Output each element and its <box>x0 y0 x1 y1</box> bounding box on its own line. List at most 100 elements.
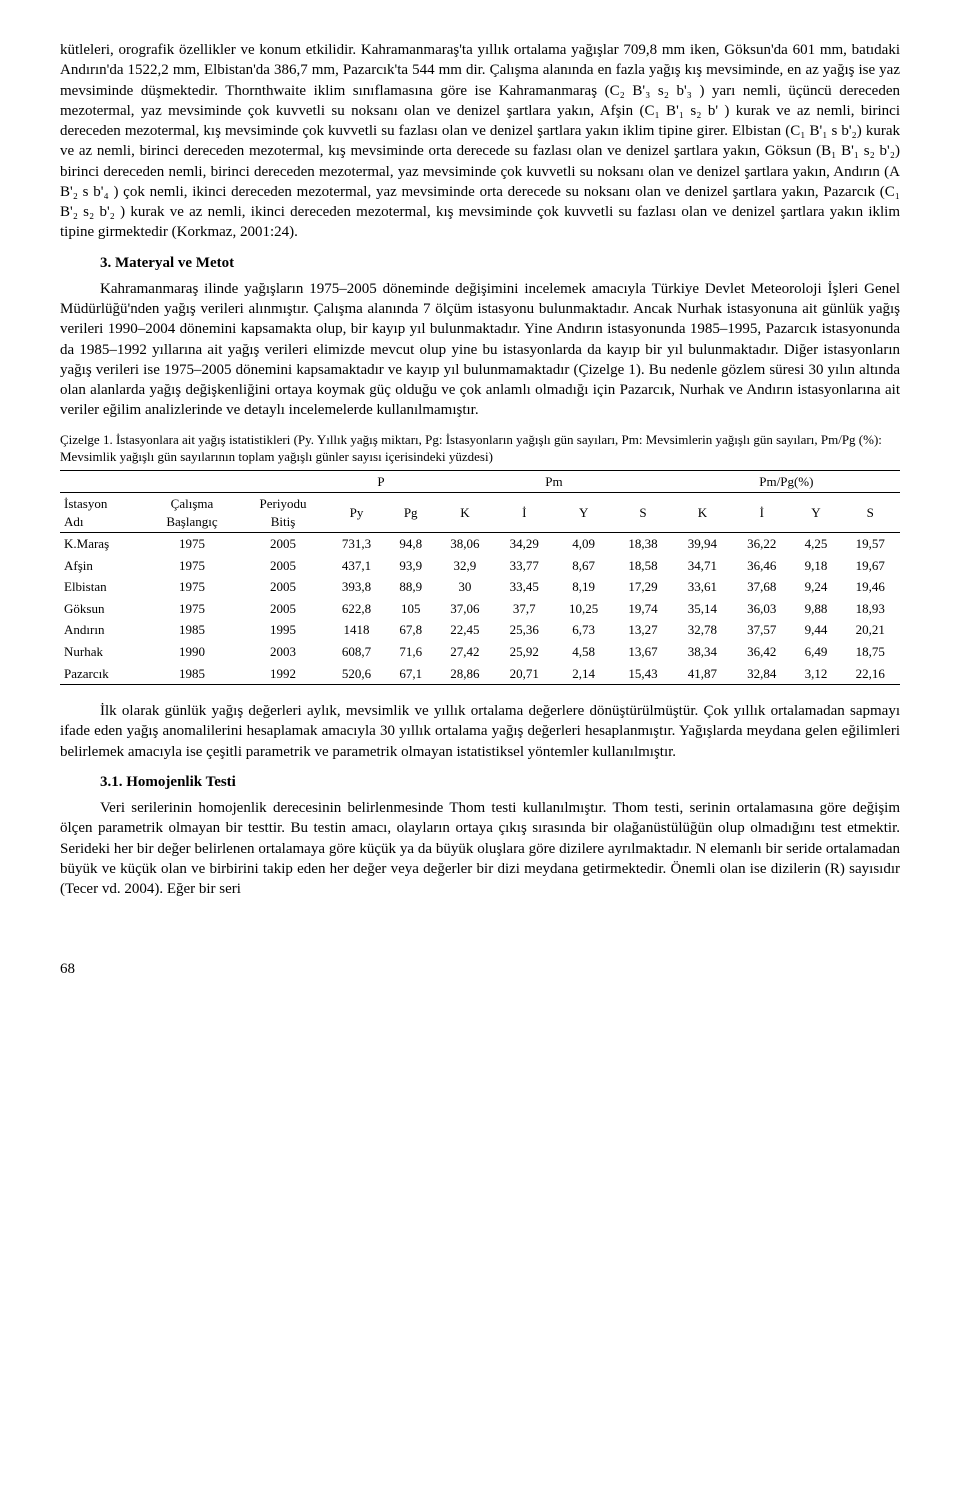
col-periyodu: Periyodu Bitiş <box>239 493 327 533</box>
section-3-title: 3. Materyal ve Metot <box>60 253 900 273</box>
col-calisma: Çalışma Başlangıç <box>145 493 239 533</box>
table-cell: 622,8 <box>327 598 386 620</box>
table-cell: 28,86 <box>435 663 494 685</box>
table-cell: 32,9 <box>435 555 494 577</box>
col-py: Py <box>327 493 386 533</box>
table-cell: 13,67 <box>613 641 672 663</box>
table-cell: 88,9 <box>386 576 435 598</box>
table-cell: 10,25 <box>554 598 613 620</box>
paragraph-1: kütleleri, orografik özellikler ve konum… <box>60 40 900 243</box>
table-cell: 33,61 <box>673 576 732 598</box>
table-cell: 2003 <box>239 641 327 663</box>
table-cell: 25,92 <box>495 641 554 663</box>
paragraph-4: Veri serilerinin homojenlik derecesinin … <box>60 798 900 899</box>
table-cell: 393,8 <box>327 576 386 598</box>
table-cell: 36,42 <box>732 641 791 663</box>
table-cell: 520,6 <box>327 663 386 685</box>
table-row: Pazarcık19851992520,667,128,8620,712,141… <box>60 663 900 685</box>
table-cell: 9,44 <box>791 619 840 641</box>
table-cell: Nurhak <box>60 641 145 663</box>
table-cell: 19,46 <box>840 576 900 598</box>
table-cell: 9,88 <box>791 598 840 620</box>
col-istasyon: İstasyon Adı <box>60 493 145 533</box>
table-cell: 13,27 <box>613 619 672 641</box>
table-cell: 37,68 <box>732 576 791 598</box>
table-cell: Andırın <box>60 619 145 641</box>
table-cell: 437,1 <box>327 555 386 577</box>
table-row: Elbistan19752005393,888,93033,458,1917,2… <box>60 576 900 598</box>
table-cell: 105 <box>386 598 435 620</box>
table-cell: K.Maraş <box>60 533 145 555</box>
table-cell: 94,8 <box>386 533 435 555</box>
table-cell: 38,06 <box>435 533 494 555</box>
table-cell: 6,73 <box>554 619 613 641</box>
table-cell: 8,67 <box>554 555 613 577</box>
table-cell: 34,71 <box>673 555 732 577</box>
table-cell: 8,19 <box>554 576 613 598</box>
table-cell: 39,94 <box>673 533 732 555</box>
table-cell: 27,42 <box>435 641 494 663</box>
table-cell: 33,77 <box>495 555 554 577</box>
group-blank <box>60 470 327 493</box>
table-cell: 3,12 <box>791 663 840 685</box>
table-cell: 37,7 <box>495 598 554 620</box>
table-cell: 20,71 <box>495 663 554 685</box>
table-cell: 32,84 <box>732 663 791 685</box>
paragraph-2: Kahramanmaraş ilinde yağışların 1975–200… <box>60 279 900 421</box>
table-cell: 2005 <box>239 598 327 620</box>
group-pm: Pm <box>435 470 673 493</box>
table-cell: Göksun <box>60 598 145 620</box>
table-cell: 18,58 <box>613 555 672 577</box>
table-cell: 4,09 <box>554 533 613 555</box>
table-cell: 6,49 <box>791 641 840 663</box>
table-cell: 34,29 <box>495 533 554 555</box>
table-cell: Pazarcık <box>60 663 145 685</box>
table-cell: 4,58 <box>554 641 613 663</box>
table-row: Afşin19752005437,193,932,933,778,6718,58… <box>60 555 900 577</box>
table-cell: 17,29 <box>613 576 672 598</box>
paragraph-3: İlk olarak günlük yağış değerleri aylık,… <box>60 701 900 762</box>
table-cell: 36,46 <box>732 555 791 577</box>
table-cell: 731,3 <box>327 533 386 555</box>
table-cell: 38,34 <box>673 641 732 663</box>
col-y2: Y <box>791 493 840 533</box>
table-cell: 18,93 <box>840 598 900 620</box>
table-cell: 37,06 <box>435 598 494 620</box>
table-cell: Elbistan <box>60 576 145 598</box>
table-cell: 67,8 <box>386 619 435 641</box>
table-cell: 36,22 <box>732 533 791 555</box>
table-cell: 32,78 <box>673 619 732 641</box>
group-p: P <box>327 470 435 493</box>
col-i1: İ <box>495 493 554 533</box>
table-cell: 19,67 <box>840 555 900 577</box>
table-cell: 18,75 <box>840 641 900 663</box>
table-cell: 2005 <box>239 576 327 598</box>
group-pmpg: Pm/Pg(%) <box>673 470 900 493</box>
table-cell: 1990 <box>145 641 239 663</box>
table-cell: 1975 <box>145 598 239 620</box>
table-cell: 9,24 <box>791 576 840 598</box>
table-cell: 4,25 <box>791 533 840 555</box>
table-1-caption: Çizelge 1. İstasyonlara ait yağış istati… <box>60 431 900 466</box>
table-cell: 22,16 <box>840 663 900 685</box>
table-cell: 37,57 <box>732 619 791 641</box>
table-row: Nurhak19902003608,771,627,4225,924,5813,… <box>60 641 900 663</box>
table-cell: 93,9 <box>386 555 435 577</box>
table-cell: 35,14 <box>673 598 732 620</box>
table-cell: 36,03 <box>732 598 791 620</box>
table-cell: 33,45 <box>495 576 554 598</box>
table-cell: 1418 <box>327 619 386 641</box>
table-cell: 1975 <box>145 533 239 555</box>
col-i2: İ <box>732 493 791 533</box>
table-cell: 1975 <box>145 555 239 577</box>
table-cell: 1995 <box>239 619 327 641</box>
table-cell: 15,43 <box>613 663 672 685</box>
section-31-title: 3.1. Homojenlik Testi <box>60 772 900 792</box>
col-s2: S <box>840 493 900 533</box>
table-cell: 41,87 <box>673 663 732 685</box>
table-cell: 2,14 <box>554 663 613 685</box>
table-cell: 20,21 <box>840 619 900 641</box>
col-k2: K <box>673 493 732 533</box>
table-cell: 18,38 <box>613 533 672 555</box>
table-cell: 608,7 <box>327 641 386 663</box>
